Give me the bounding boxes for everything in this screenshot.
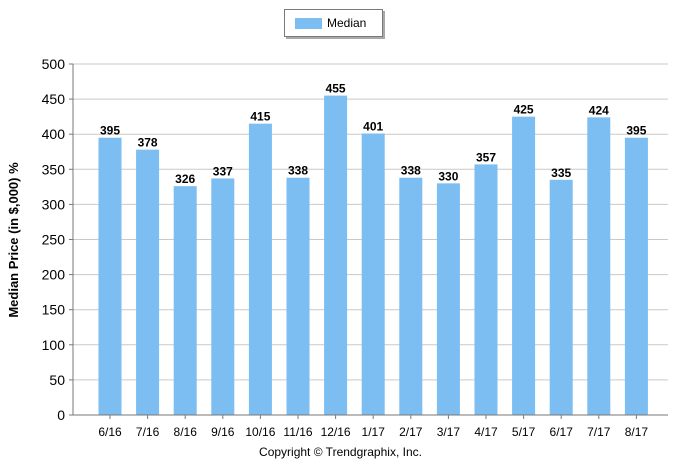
bar	[211, 178, 235, 415]
bar-series-median	[98, 95, 648, 416]
data-label: 330	[438, 169, 458, 183]
y-axis-ticks: 0 50 100 150 200 250 300 350 400 450 500	[42, 56, 73, 423]
x-tick-label: 8/16	[174, 425, 198, 439]
bar	[361, 133, 385, 416]
y-tick-label: 150	[42, 302, 66, 318]
y-tick-label: 200	[42, 267, 66, 283]
bar	[286, 177, 310, 415]
bar	[512, 116, 536, 416]
bar	[474, 164, 498, 415]
x-tick-label: 9/16	[211, 425, 235, 439]
bar	[549, 179, 573, 415]
bar	[624, 137, 648, 415]
x-tick-label: 2/17	[399, 425, 423, 439]
bar	[136, 149, 160, 416]
bar	[173, 186, 197, 415]
y-tick-label: 0	[57, 407, 65, 423]
bar	[98, 137, 122, 415]
data-label: 338	[401, 164, 421, 178]
x-tick-label: 3/17	[437, 425, 461, 439]
legend-label-median: Median	[327, 16, 367, 30]
x-tick-label: 6/16	[98, 425, 122, 439]
x-tick-label: 7/17	[587, 425, 611, 439]
x-tick-label: 11/16	[283, 425, 312, 439]
data-label: 425	[514, 103, 534, 117]
y-axis-label: Median Price (in $,000) %	[6, 162, 21, 318]
y-tick-label: 50	[49, 372, 65, 388]
x-axis-ticks: 6/16 7/16 8/16 9/16 10/16 11/16 12/16 1/17 2/17 3…	[98, 415, 648, 439]
bar	[324, 95, 348, 415]
data-label: 455	[326, 82, 346, 96]
y-tick-label: 350	[42, 161, 66, 177]
x-tick-label: 5/17	[512, 425, 536, 439]
data-label: 338	[288, 164, 308, 178]
y-tick-label: 400	[42, 126, 66, 142]
data-labels: 395 378 326 337 415 338 455 401 338 330 357 425 335 4…	[100, 82, 647, 187]
y-tick-label: 100	[42, 337, 66, 353]
data-label: 424	[589, 103, 609, 117]
data-label: 395	[626, 124, 646, 138]
x-tick-label: 8/17	[625, 425, 649, 439]
copyright-text: Copyright © Trendgraphix, Inc.	[259, 445, 422, 459]
data-label: 337	[213, 164, 233, 178]
data-label: 357	[476, 150, 496, 164]
x-tick-label: 6/17	[550, 425, 574, 439]
x-tick-label: 12/16	[321, 425, 351, 439]
bar	[399, 177, 423, 415]
x-tick-label: 1/17	[362, 425, 386, 439]
x-tick-label: 10/16	[245, 425, 275, 439]
y-tick-label: 300	[42, 196, 66, 212]
x-tick-label: 7/16	[136, 425, 160, 439]
legend-swatch-median	[295, 18, 322, 29]
bar	[587, 117, 611, 416]
y-tick-label: 250	[42, 232, 66, 248]
axes	[72, 64, 668, 416]
data-label: 326	[175, 172, 195, 186]
y-tick-label: 450	[42, 91, 66, 107]
x-tick-label: 4/17	[474, 425, 498, 439]
data-label: 401	[363, 119, 383, 133]
y-tick-label: 500	[42, 56, 66, 72]
data-label: 335	[551, 166, 571, 180]
legend: Median	[284, 9, 383, 37]
data-label: 395	[100, 124, 120, 138]
data-label: 378	[138, 136, 158, 150]
data-label: 415	[250, 110, 270, 124]
bar	[436, 183, 460, 415]
bar	[248, 123, 272, 416]
